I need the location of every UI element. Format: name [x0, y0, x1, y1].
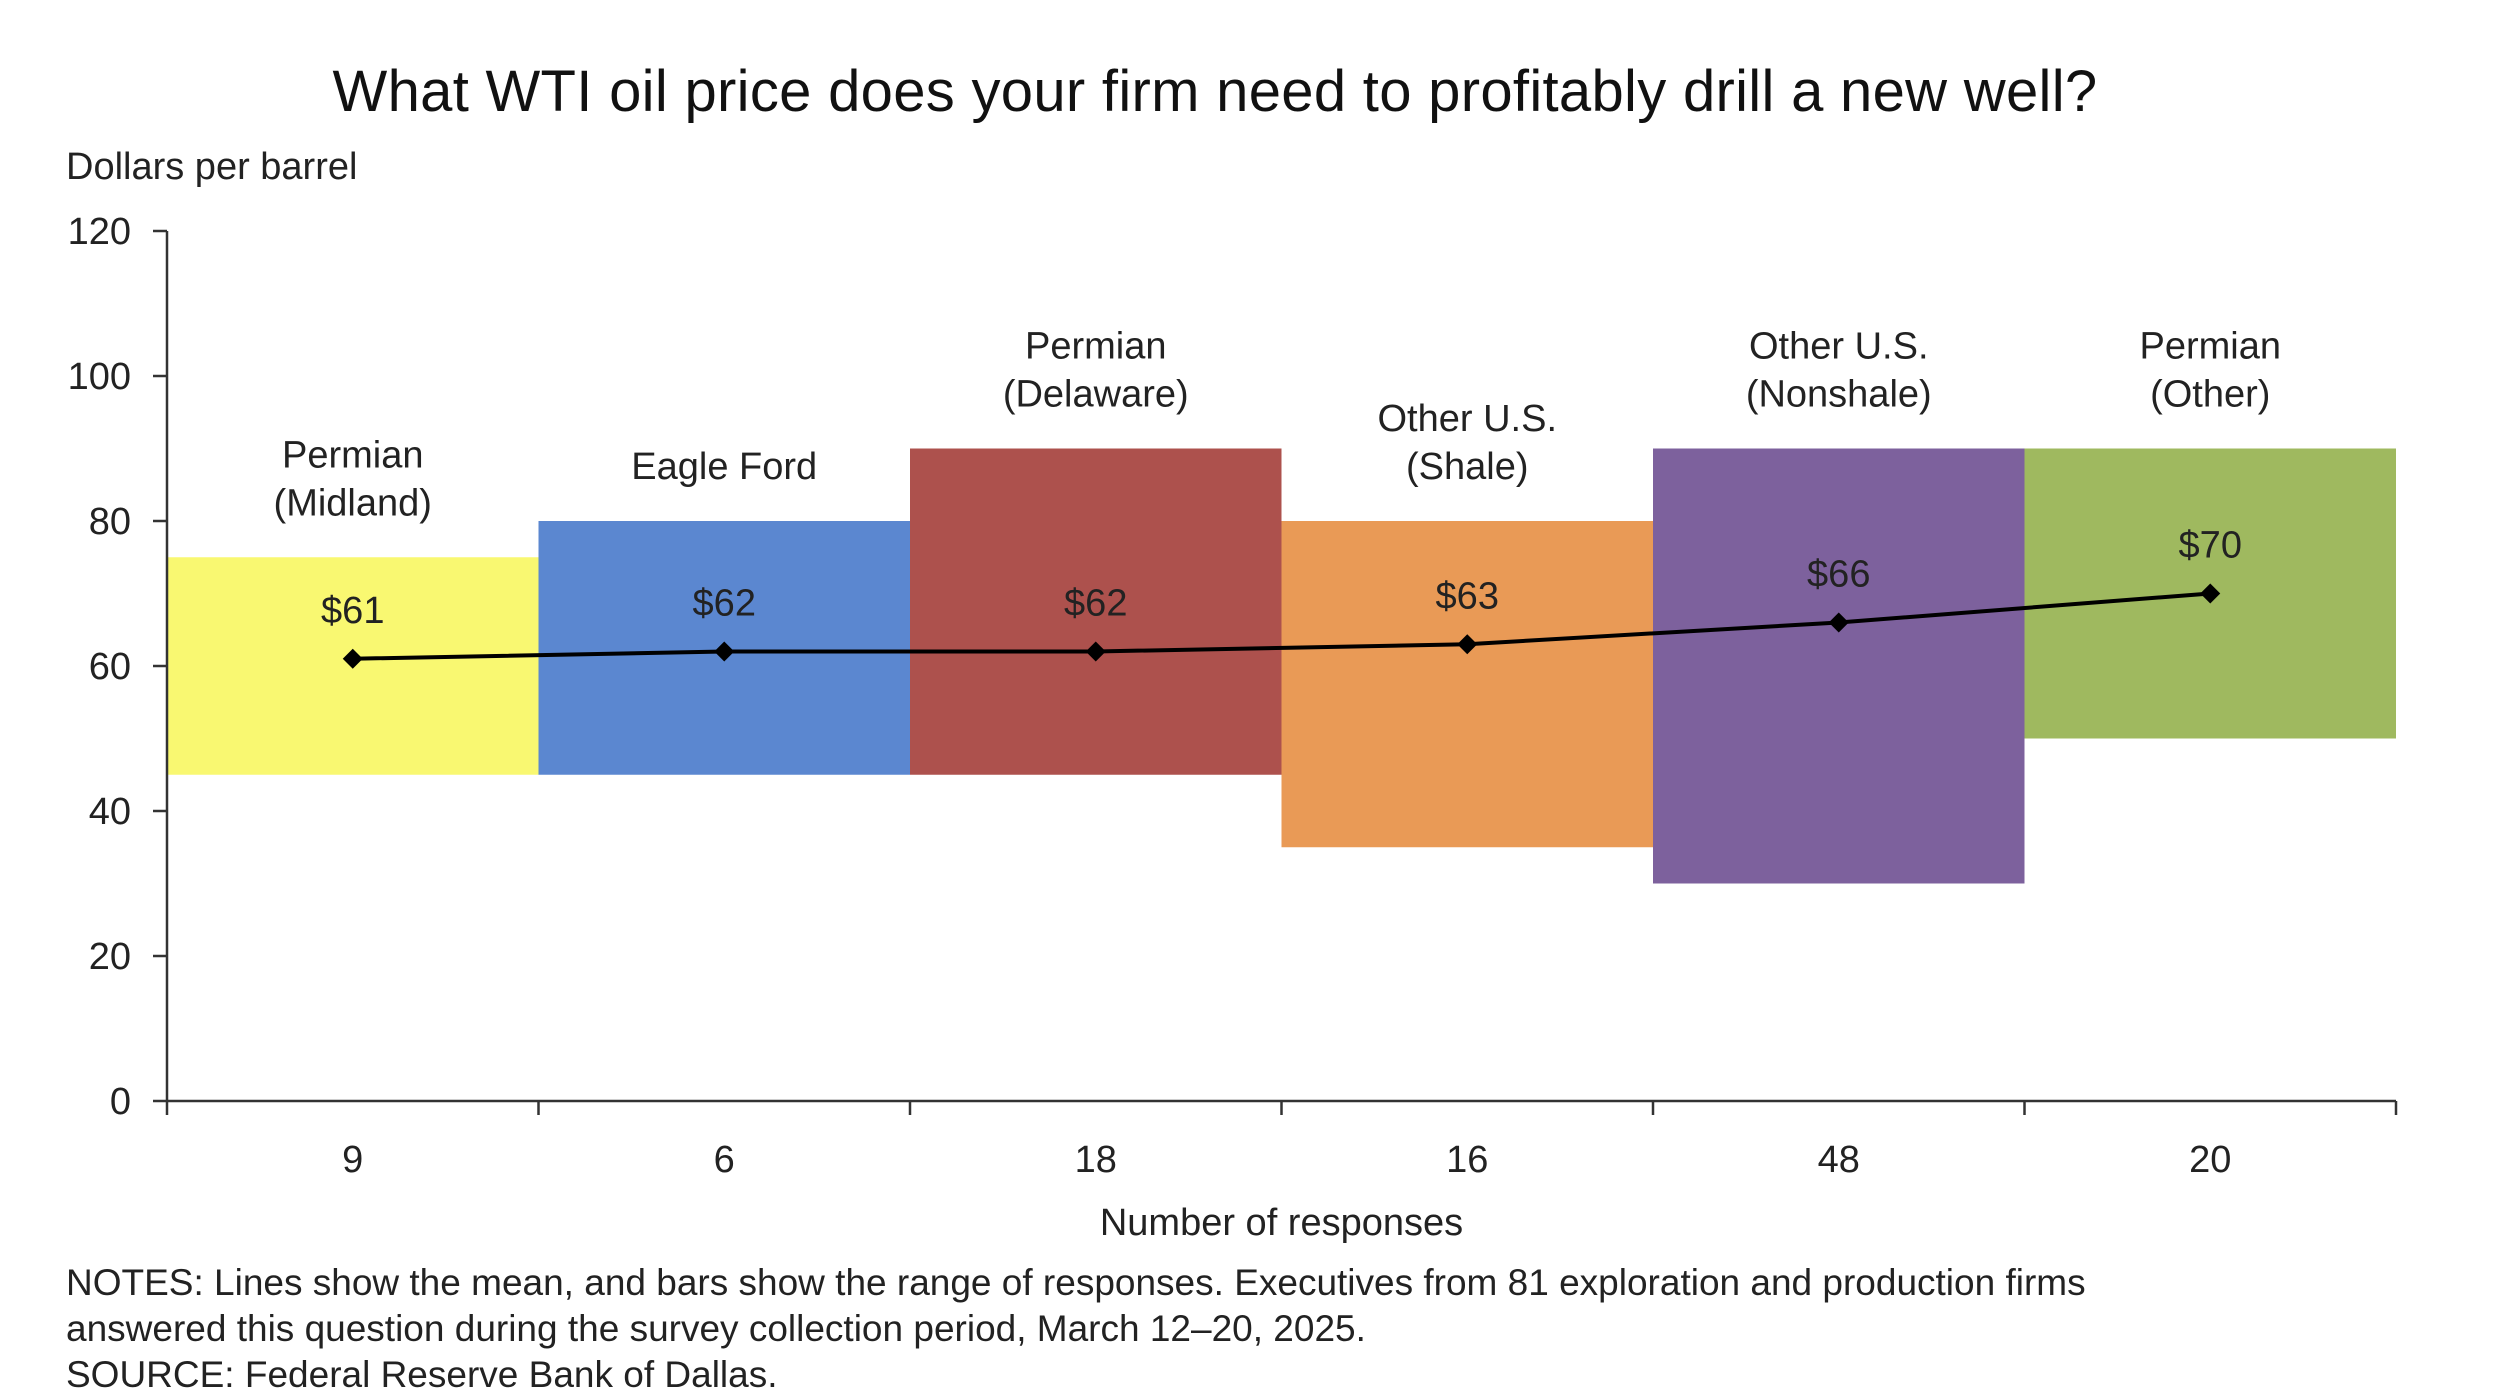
labels: Permian (Midland) Eagle Ford Permian (Delawa… — [274, 326, 2281, 525]
mean-line — [352, 591, 2211, 661]
mean-line-group: $61 $62 $62 $63 $66 $70 — [321, 525, 2242, 669]
category-label: Other U.S. — [1749, 326, 1929, 368]
category-label: Permian — [2140, 326, 2282, 368]
mean-marker — [2200, 583, 2221, 604]
mean-marker — [1828, 612, 1849, 633]
category-label: (Delaware) — [1003, 374, 1189, 416]
notes-line-1: NOTES: Lines show the mean, and bars sho… — [66, 1262, 2086, 1303]
mean-value-label: $62 — [693, 583, 756, 625]
range-bar — [1653, 448, 2025, 884]
y-tick-label: 80 — [89, 501, 131, 543]
mean-value-label: $62 — [1064, 583, 1127, 625]
chart-title: What WTI oil price does your firm need t… — [332, 59, 2098, 124]
y-tick-label: 100 — [68, 356, 131, 398]
x-tick-label: 6 — [714, 1139, 735, 1181]
mean-marker — [342, 648, 363, 669]
y-tick-label: 0 — [110, 1081, 131, 1123]
category-label: Eagle Ford — [631, 446, 817, 488]
category-label: Other U.S. — [1378, 398, 1558, 440]
mean-marker — [714, 641, 735, 662]
mean-value-label: $61 — [321, 590, 384, 632]
range-bars — [167, 448, 2396, 884]
x-tick-label: 20 — [2189, 1139, 2231, 1181]
y-tick-label: 40 — [89, 791, 131, 833]
mean-value-label: $63 — [1436, 575, 1499, 617]
x-tick-label: 9 — [342, 1139, 363, 1181]
notes-line-2: answered this question during the survey… — [66, 1308, 1366, 1349]
y-axis-label: Dollars per barrel — [66, 146, 358, 188]
range-bar — [1281, 521, 1653, 848]
axes: 0 20 40 60 80 100 120 9 6 18 16 48 20 Number of respo… — [68, 211, 2398, 1244]
x-tick-label: 48 — [1818, 1139, 1860, 1181]
range-bar — [910, 448, 1282, 775]
category-label: (Midland) — [274, 482, 432, 524]
mean-marker — [1085, 641, 1106, 662]
y-tick-label: 60 — [89, 646, 131, 688]
category-label: (Other) — [2150, 374, 2270, 416]
category-label: Permian — [282, 434, 424, 476]
mean-value-label: $66 — [1807, 554, 1870, 596]
y-tick-label: 120 — [68, 211, 131, 253]
category-label: Permian — [1025, 326, 1167, 368]
y-tick-label: 20 — [89, 936, 131, 978]
x-tick-label: 16 — [1446, 1139, 1488, 1181]
mean-marker — [1457, 634, 1478, 655]
x-axis-label: Number of responses — [1100, 1202, 1463, 1244]
category-label: (Nonshale) — [1746, 374, 1932, 416]
mean-value-label: $70 — [2179, 525, 2242, 567]
category-label: (Shale) — [1406, 446, 1529, 488]
source-line: SOURCE: Federal Reserve Bank of Dallas. — [66, 1354, 778, 1395]
x-tick-label: 18 — [1075, 1139, 1117, 1181]
